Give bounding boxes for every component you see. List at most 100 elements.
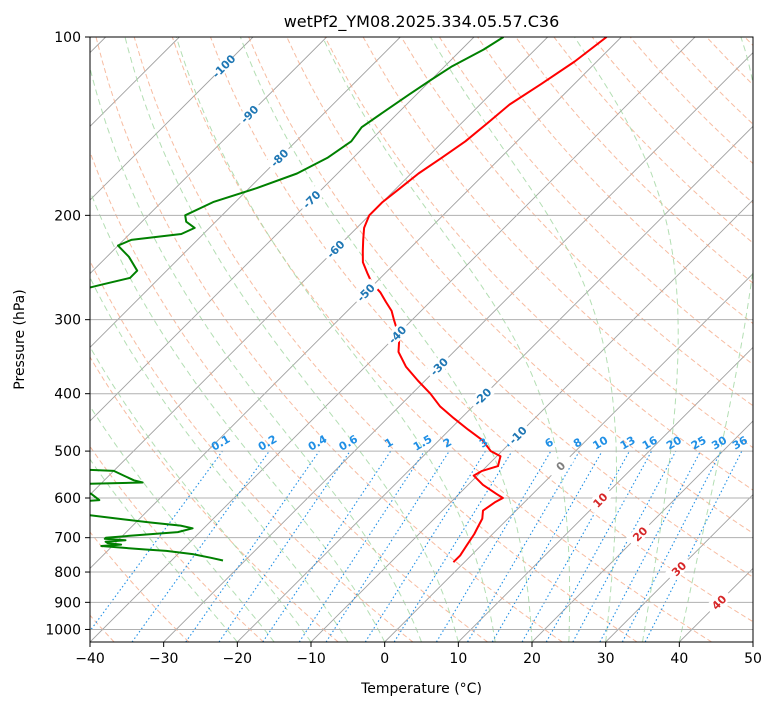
mixing-ratio-label: 0.4 — [306, 432, 330, 453]
moist-adiabat-line — [90, 65, 422, 642]
x-tick-label: 40 — [670, 651, 688, 667]
moist-adiabat-line — [90, 276, 349, 642]
mixing-ratio-label: 6 — [543, 435, 556, 450]
mixing-ratio-line — [572, 450, 677, 642]
dry-adiabat-line — [171, 37, 712, 642]
isotherm-line — [679, 567, 753, 642]
dry-adiabat-line — [90, 531, 190, 642]
y-tick-label: 400 — [54, 387, 81, 403]
isotherm-line — [90, 37, 254, 201]
dry-adiabat-line — [324, 37, 753, 491]
isotherm-label-bg — [468, 382, 496, 411]
x-tick-label: −10 — [296, 651, 326, 667]
mixing-ratio-label: 10 — [590, 433, 610, 452]
x-tick-label: −30 — [149, 651, 179, 667]
mixing-ratio-label: 25 — [689, 434, 709, 453]
isotherm-label-bg — [351, 278, 380, 307]
mixing-ratio-line — [364, 450, 486, 642]
x-axis-label: Temperature (°C) — [360, 681, 482, 697]
x-tick-label: −20 — [223, 651, 253, 667]
background-lines — [90, 37, 753, 642]
isotherm-label-bg — [321, 234, 350, 263]
mixing-ratio-label: 0.6 — [337, 432, 361, 453]
y-axis: 100 200 300 400 500 600 700 800 900 1000 — [45, 30, 90, 638]
isotherm-line — [310, 199, 753, 642]
isotherm-label-bg — [704, 588, 733, 616]
isotherm-line — [90, 37, 327, 275]
mixing-ratio-label: 20 — [664, 433, 684, 452]
y-tick-label: 900 — [54, 595, 81, 611]
dry-adiabat-line — [553, 37, 753, 244]
dry-adiabat-line — [515, 37, 753, 284]
moist-adiabat-line — [90, 458, 238, 642]
x-axis: −40 −30 −20 −10 0 10 20 30 40 50 — [75, 642, 762, 667]
mixing-ratio-line — [599, 450, 702, 642]
moist-adiabat-line — [124, 37, 459, 642]
mixing-ratio-line — [185, 450, 320, 642]
mixing-ratio-line — [545, 450, 653, 642]
dry-adiabat-line — [706, 37, 753, 86]
plot-frame — [89, 36, 754, 643]
mixing-ratio-line — [621, 450, 722, 642]
dry-adiabat-line — [744, 37, 753, 47]
dry-adiabat-line — [90, 150, 488, 642]
dry-adiabat-line — [591, 37, 753, 204]
dry-adiabat-line — [95, 37, 563, 642]
isotherm-label-bg — [383, 320, 411, 349]
isotherm-label-bg — [235, 100, 263, 128]
isotherm-label-bg — [625, 519, 654, 548]
isotherm-label-bg — [297, 185, 326, 213]
isotherm-line — [90, 37, 548, 496]
x-tick-label: 10 — [449, 651, 467, 667]
isotherm-label-bg — [209, 52, 238, 80]
x-tick-label: −40 — [75, 651, 105, 667]
x-tick-label: 30 — [597, 651, 615, 667]
mixing-ratio-label: 1 — [382, 436, 395, 451]
dry-adiabat-line — [248, 37, 753, 578]
y-tick-label: 200 — [54, 208, 81, 224]
mixing-ratio-line — [521, 450, 630, 642]
isotherm-line — [605, 494, 753, 642]
x-tick-label: 50 — [744, 651, 762, 667]
y-tick-label: 800 — [54, 565, 81, 581]
mixing-ratio-label: 0.2 — [256, 433, 279, 454]
dry-adiabat-line — [210, 37, 753, 623]
chart-title: wetPf2_YM08.2025.334.05.57.C36 — [284, 12, 560, 32]
y-tick-label: 1000 — [45, 622, 81, 638]
isotherm-line — [90, 37, 622, 569]
isotherm-line — [90, 37, 401, 348]
mixing-ratio-line — [467, 450, 580, 642]
mixing-ratio-line — [491, 450, 603, 642]
moist-adiabat-line — [175, 37, 496, 642]
moist-adiabat-line — [430, 37, 617, 642]
series-layer — [90, 37, 608, 563]
isotherm-line — [458, 346, 753, 642]
isotherm-label-bg — [503, 421, 532, 449]
moist-adiabat-line — [574, 37, 679, 642]
isotherm-label-bg — [265, 143, 293, 172]
y-tick-label: 700 — [54, 531, 81, 547]
mixing-ratio-label: 16 — [640, 433, 660, 452]
dry-adiabat-line — [668, 37, 753, 125]
dewpoint-profile-line — [90, 37, 505, 562]
mixing-ratio-label: 36 — [730, 433, 750, 452]
isotherm-label-bg — [424, 352, 453, 381]
isotherm-line — [163, 52, 753, 642]
moist-adiabat-line — [239, 37, 533, 642]
mixing-ratio-label: 0.1 — [209, 433, 232, 454]
dry-adiabat-line — [438, 37, 753, 366]
dry-adiabat-line — [400, 37, 753, 407]
y-axis-label: Pressure (hPa) — [12, 289, 28, 389]
dry-adiabat-line — [133, 37, 638, 642]
moist-adiabat-line — [90, 405, 275, 642]
isotherm-line — [90, 37, 475, 422]
x-tick-label: 20 — [523, 651, 541, 667]
mixing-ratio-line — [262, 450, 392, 642]
isotherm-line — [752, 641, 753, 642]
isotherm-label: -100 — [210, 52, 239, 81]
dry-adiabat-line — [90, 445, 264, 642]
temperature-profile-line — [361, 37, 608, 563]
mixing-ratio-line — [218, 450, 351, 642]
dry-adiabat-line — [90, 356, 339, 642]
mixing-ratio-line — [325, 450, 450, 642]
